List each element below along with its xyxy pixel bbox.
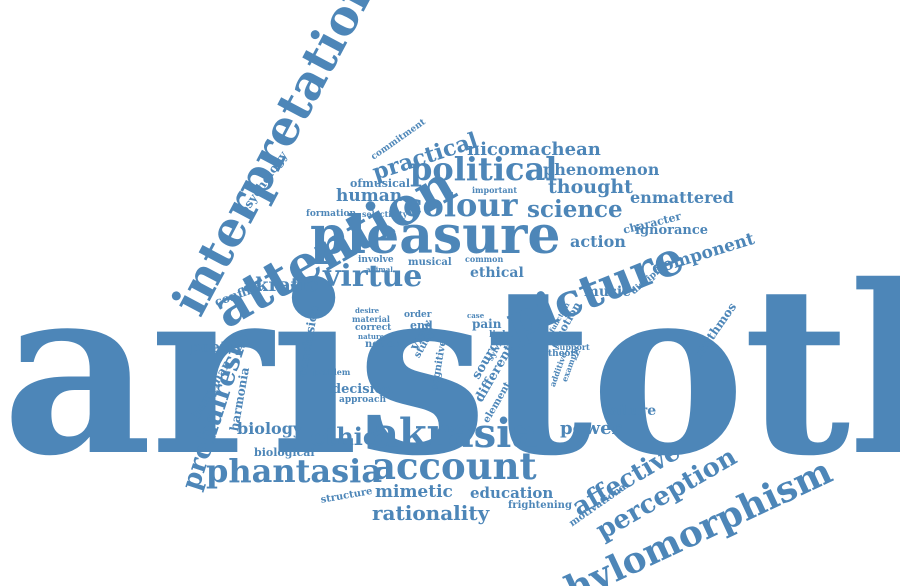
word-human: human [336, 186, 403, 206]
word-account: account [372, 444, 537, 488]
word-desire: desire [355, 306, 380, 315]
word-common: common [465, 254, 504, 264]
word-selectivity: selectivity [362, 209, 408, 219]
word-correct: correct [355, 323, 392, 333]
word-problem: problem [313, 367, 351, 377]
word-action: action [570, 232, 626, 251]
word-nicomachean: nicomachean [467, 139, 601, 160]
word-power: power [560, 418, 622, 439]
word-ignorance: ignorance [635, 223, 709, 238]
word-political: political [410, 150, 558, 188]
word-formation: formation [306, 209, 357, 219]
word-important: important [472, 185, 518, 195]
word-pleasure: pleasure [310, 205, 561, 266]
word-order: order [404, 310, 432, 320]
word-aristotle: aristotle [2, 234, 900, 507]
word-akrasia: akrasia [373, 410, 538, 457]
word-material: material [352, 314, 390, 324]
word-nature: nature [358, 332, 385, 341]
word-animal: animal [366, 265, 393, 274]
word-colour: colour [403, 186, 518, 224]
word-approach: approach [339, 395, 387, 405]
word-theory: theory [548, 349, 581, 359]
word-frightening: frightening [508, 500, 572, 511]
word-music: music [584, 284, 631, 300]
word-ethic: ethic [310, 422, 378, 451]
word-pain: pain [472, 317, 502, 331]
word-biological: biological [254, 446, 315, 459]
word-thought: thought [548, 176, 633, 198]
word-notion: notion [365, 339, 402, 350]
word-decision: decision [332, 382, 393, 397]
word-virtue: virtue [323, 259, 423, 294]
word-ethical: ethical [470, 265, 524, 281]
word-phenomenon: phenomenon [543, 160, 660, 179]
word-mimetic: mimetic [375, 482, 453, 502]
word-rationality: rationality [372, 501, 490, 525]
word-musical: musical [408, 257, 452, 268]
word-end: end [410, 319, 433, 332]
word-case: case [467, 311, 485, 320]
word-involve: involve [358, 255, 394, 265]
word-enmattered: enmattered [630, 188, 734, 207]
word-education: education [470, 484, 554, 502]
word-support: support [555, 342, 590, 352]
word-biology: biology [237, 419, 303, 438]
word-akratic: akratic [243, 274, 319, 296]
word-light: light [489, 330, 513, 340]
word-ofmusical: ofmusical [350, 177, 411, 190]
word-failure: failure [604, 403, 657, 419]
word-poetry: poetry [190, 338, 244, 356]
word-phantasia: phantasia [206, 452, 383, 490]
word-science: science [527, 196, 623, 223]
